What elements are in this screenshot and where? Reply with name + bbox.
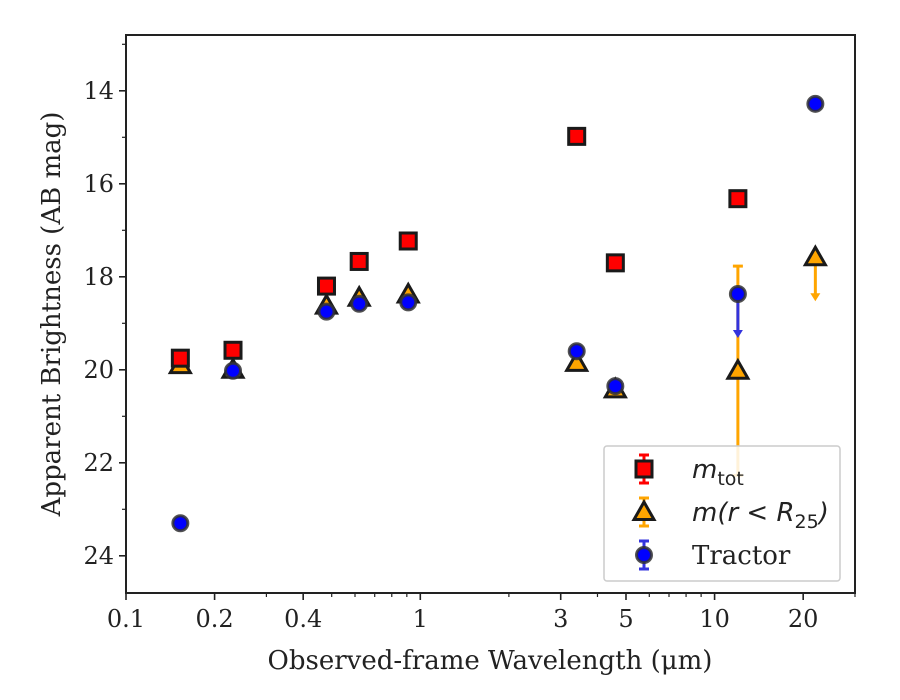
y-tick-label: 14 [83, 77, 114, 105]
x-tick-label: 0.4 [284, 605, 322, 633]
x-tick-label: 10 [699, 605, 730, 633]
data-point-square [316, 276, 336, 296]
data-point-circle [317, 302, 336, 321]
data-point-circle [350, 294, 369, 313]
plot-frame [125, 34, 856, 594]
y-tick-label: 18 [83, 263, 114, 291]
data-point-circle [171, 514, 190, 533]
data-point-square [398, 231, 418, 251]
y-tick-label: 22 [83, 449, 114, 477]
data-point-square [567, 126, 587, 146]
y-tick-label: 20 [83, 356, 114, 384]
data-point-triangle [802, 244, 828, 267]
legend-label-tractor: Tractor [692, 541, 791, 571]
data-layer [167, 94, 828, 533]
x-tick-label: 0.1 [107, 605, 145, 633]
data-point-triangle [564, 349, 590, 372]
data-point-square [223, 340, 243, 360]
x-tick-label: 5 [618, 605, 633, 633]
data-point-circle [728, 285, 747, 304]
y-tick-label: 16 [83, 170, 114, 198]
data-point-square [728, 189, 748, 209]
legend-marker-triangle [631, 498, 657, 521]
data-point-square [605, 253, 625, 273]
x-tick-label: 0.2 [196, 605, 234, 633]
x-tick-label: 20 [788, 605, 819, 633]
x-tick-label: 3 [553, 605, 568, 633]
legend-marker-circle [635, 546, 653, 564]
x-tick-label: 1 [413, 605, 428, 633]
y-tick-label: 24 [83, 542, 114, 570]
legend-marker-square [634, 459, 654, 479]
plot-area: 0.1 0.2 0.4 1 3 5 10 20 14 16 18 20 22 24 [83, 34, 856, 633]
data-point-square [170, 348, 190, 368]
x-axis-label: Observed-frame Wavelength (μm) [268, 646, 713, 676]
upper-limit-arrow-head [732, 330, 743, 339]
data-point-square [349, 251, 369, 271]
data-point-circle [567, 342, 586, 361]
data-point-triangle [725, 357, 751, 380]
data-point-circle [606, 377, 625, 396]
y-axis-label: Apparent Brightness (AB mag) [37, 112, 67, 518]
data-point-circle [806, 94, 825, 113]
data-point-circle [224, 361, 243, 380]
data-point-circle [399, 293, 418, 312]
upper-limit-arrow-head [810, 293, 821, 302]
legend-box [603, 445, 841, 582]
